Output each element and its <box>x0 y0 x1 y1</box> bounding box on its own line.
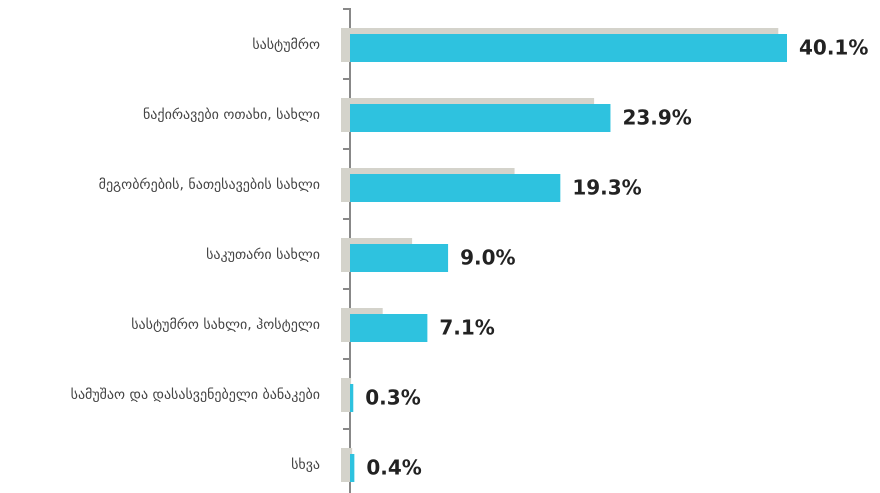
value-label: 19.3% <box>572 176 641 200</box>
bar <box>350 174 561 202</box>
category-label: მეგობრების, ნათესავების სახლი <box>99 176 320 193</box>
bar <box>350 34 787 62</box>
bar <box>350 314 428 342</box>
bar <box>350 454 355 482</box>
value-label: 0.4% <box>366 456 421 480</box>
bar <box>350 384 354 412</box>
value-label: 7.1% <box>439 316 494 340</box>
category-label: სასტუმრო სახლი, ჰოსტელი <box>131 316 320 333</box>
value-label: 40.1% <box>799 36 868 60</box>
value-label: 0.3% <box>365 386 420 410</box>
value-label: 9.0% <box>460 246 515 270</box>
bar <box>350 244 449 272</box>
bar-background <box>341 378 352 412</box>
category-label: სასტუმრო <box>252 36 320 53</box>
category-label: ნაქირავები ოთახი, სახლი <box>143 106 320 123</box>
bar <box>350 104 611 132</box>
category-label: საკუთარი სახლი <box>206 246 320 263</box>
category-label: სამუშაო და დასასვენებელი ბანაკები <box>71 387 320 403</box>
category-label: სხვა <box>291 457 320 473</box>
bar-background <box>341 448 353 482</box>
value-label: 23.9% <box>622 106 691 130</box>
